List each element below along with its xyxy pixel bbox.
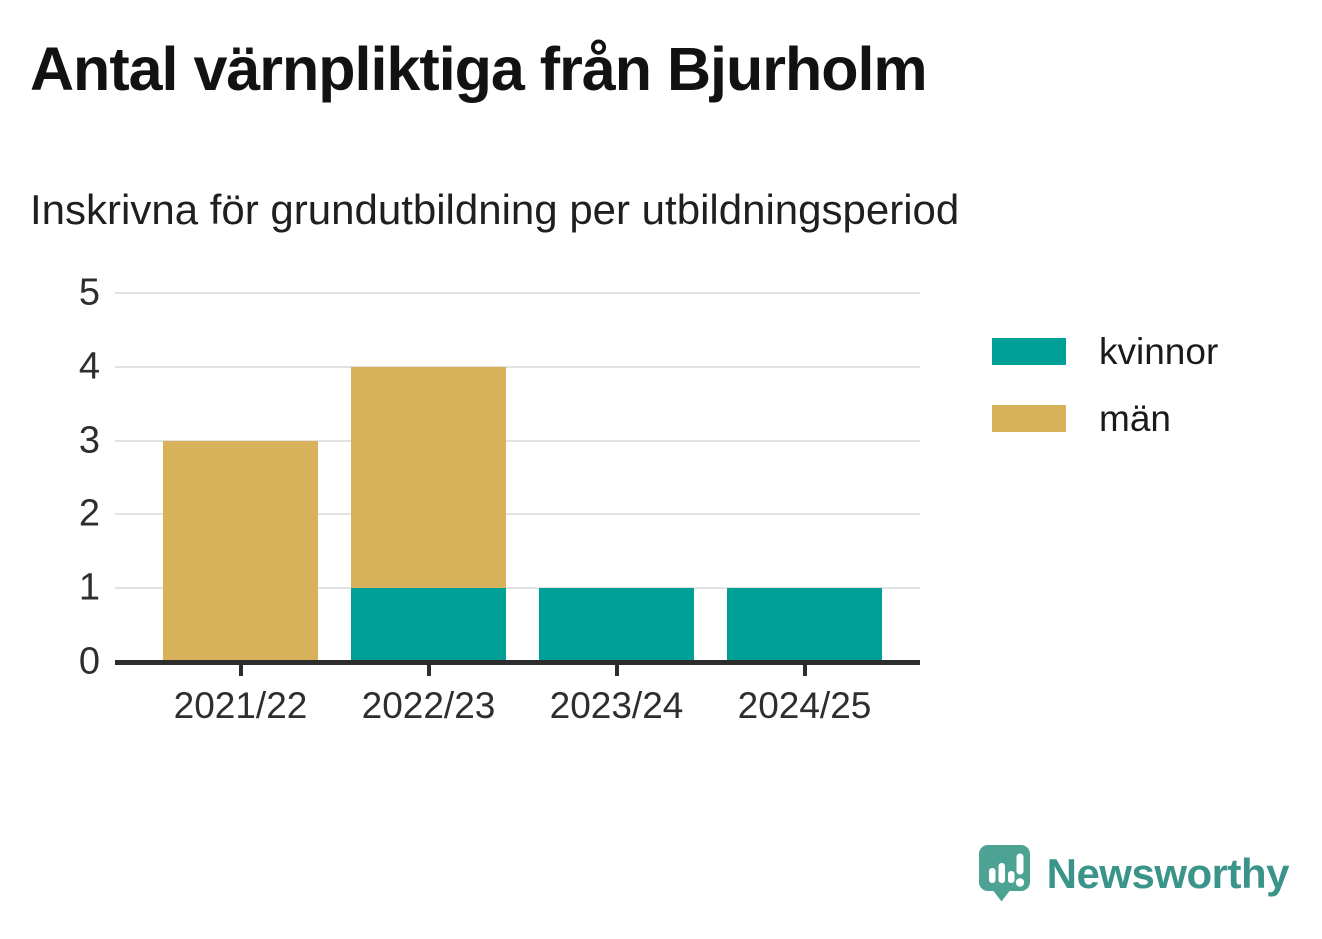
gridline-y5 (115, 292, 920, 294)
bar-segment-kvinnor-2022/23 (351, 588, 506, 662)
bar-segment-kvinnor-2024/25 (727, 588, 882, 662)
x-tick-2021/22 (238, 662, 243, 676)
legend-item-kvinnor: kvinnor (992, 333, 1218, 370)
y-label-5: 5 (78, 271, 100, 314)
gridline-y3 (115, 439, 920, 442)
bar-2022/23 (351, 293, 506, 662)
bar-2021/22 (163, 293, 318, 662)
x-axis-line (115, 660, 920, 665)
y-label-0: 0 (78, 640, 100, 683)
newsworthy-logo-icon (978, 844, 1031, 903)
legend-swatch-män (992, 405, 1066, 432)
x-label-2023/24: 2023/24 (549, 685, 684, 726)
y-label-2: 2 (78, 492, 100, 535)
gridline-y2 (115, 513, 920, 516)
bar-2024/25 (727, 293, 882, 662)
y-label-1: 1 (78, 566, 100, 609)
gridline-y1 (115, 587, 920, 590)
x-tick-2023/24 (614, 662, 619, 676)
brand-name: Newsworthy (1046, 849, 1290, 897)
legend-swatch-kvinnor (992, 338, 1066, 365)
x-label-2024/25: 2024/25 (737, 685, 872, 726)
y-label-4: 4 (78, 345, 100, 388)
bar-segment-män-2022/23 (351, 366, 506, 589)
plot-area: 2021/22 2022/23 2023/24 2024/25 (115, 292, 920, 726)
x-tick-2024/25 (802, 662, 807, 676)
chart-subtitle: Inskrivna för grundutbildning per utbild… (30, 186, 960, 233)
page-title: Antal värnpliktiga från Bjurholm (30, 35, 928, 103)
y-label-3: 3 (78, 419, 100, 462)
legend-label-män: män (1099, 398, 1171, 439)
x-tick-2022/23 (426, 662, 431, 676)
x-label-2021/22: 2021/22 (173, 685, 308, 726)
legend-label-kvinnor: kvinnor (1099, 331, 1219, 372)
legend-item-män: män (992, 400, 1218, 437)
gridline-y4 (115, 365, 920, 368)
brand-footer: Newsworthy (978, 844, 1290, 903)
x-label-2022/23: 2022/23 (361, 685, 496, 726)
chart-legend: kvinnor män (992, 333, 1218, 437)
bar-2023/24 (539, 293, 694, 662)
bar-segment-kvinnor-2023/24 (539, 588, 694, 662)
bar-segment-män-2021/22 (163, 440, 318, 662)
